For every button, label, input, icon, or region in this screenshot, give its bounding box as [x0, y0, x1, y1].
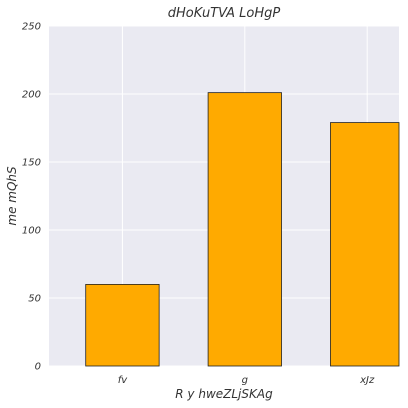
bar-xjz: [330, 122, 400, 367]
chart-title: dHoKuTVA LoHgP: [168, 6, 281, 21]
bar-fv: [85, 283, 160, 367]
bars: [85, 92, 400, 367]
x-tick-label: xJz: [359, 375, 375, 386]
x-axis-label: R y hweZLjSKAg: [175, 387, 273, 401]
y-axis-label: me mQhS: [5, 166, 19, 226]
y-tick-labels: 0 50 100 150 200 250: [22, 22, 41, 373]
x-tick-label: g: [242, 375, 248, 386]
y-tick-label: 150: [22, 158, 41, 169]
x-tick-labels: fv g xJz: [118, 375, 375, 386]
y-tick-label: 250: [22, 22, 41, 33]
bar-g: [207, 92, 282, 367]
y-tick-label: 50: [28, 294, 41, 305]
y-tick-label: 200: [22, 90, 41, 101]
y-tick-label: 100: [22, 226, 41, 237]
x-tick-label: fv: [118, 375, 129, 386]
y-tick-label: 0: [35, 362, 41, 373]
